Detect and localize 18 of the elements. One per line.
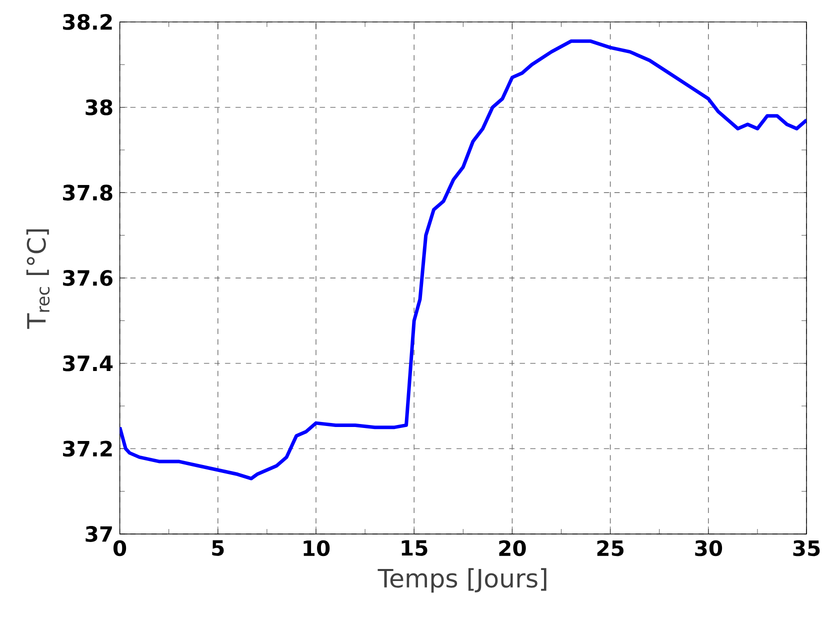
x-tick-label: 35	[793, 540, 820, 556]
y-tick-label: 37.4	[63, 355, 113, 372]
y-tick-label: 38.2	[63, 14, 112, 30]
x-tick-label: 10	[304, 540, 330, 556]
y-tick-label: 37.8	[63, 184, 112, 201]
x-axis-title: Temps [Jours]	[378, 568, 546, 593]
x-tick-label: 20	[499, 540, 526, 556]
y-tick-label: 37	[86, 526, 112, 542]
y-tick-label: 38	[86, 99, 112, 116]
y-tick-label: 37.6	[63, 270, 112, 286]
y-axis-title: T$_{rec}$ [°C]	[26, 229, 50, 329]
x-tick-label: 5	[212, 540, 224, 556]
x-tick-label: 15	[402, 540, 428, 556]
line-series	[120, 39, 807, 480]
x-tick-label: 30	[695, 540, 722, 556]
x-tick-label: 25	[597, 540, 624, 556]
x-tick-label: 0	[113, 540, 126, 556]
y-tick-label: 37.2	[63, 440, 112, 457]
